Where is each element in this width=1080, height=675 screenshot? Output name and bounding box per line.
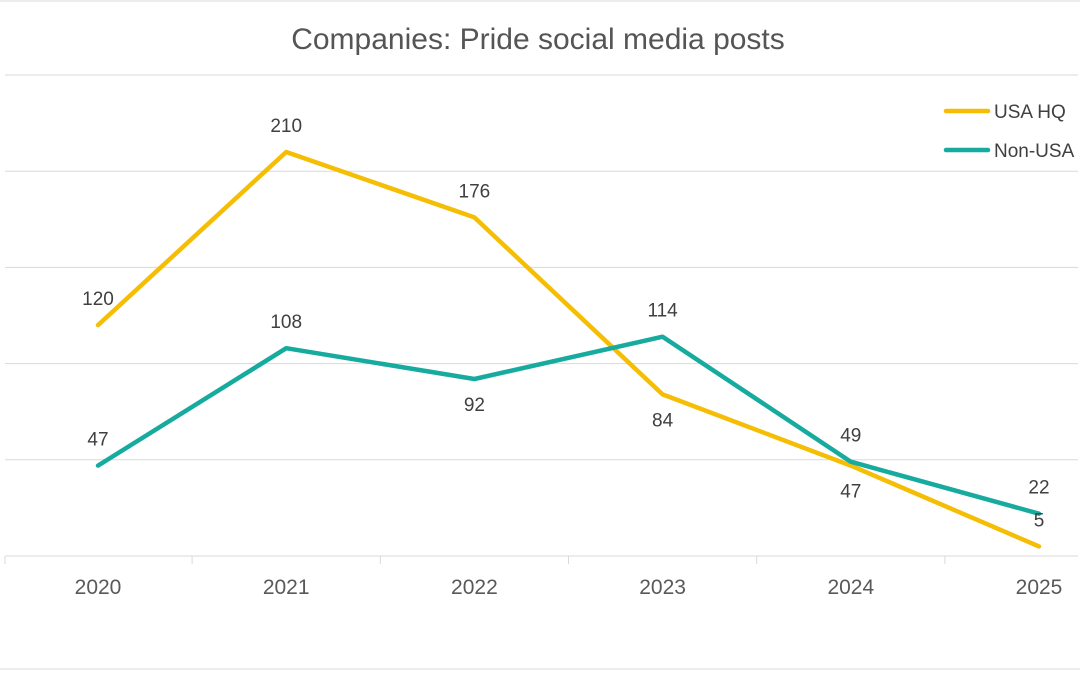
data-label: 92 (464, 395, 485, 416)
data-label: 120 (82, 289, 114, 310)
x-tick-label: 2020 (75, 576, 122, 599)
data-label: 210 (270, 116, 302, 137)
data-label: 176 (459, 181, 491, 202)
data-label: 5 (1034, 510, 1045, 531)
data-label: 22 (1028, 478, 1049, 499)
x-tick-label: 2025 (1016, 576, 1063, 599)
data-label: 108 (270, 312, 302, 333)
legend-label: USA HQ (994, 102, 1066, 123)
x-tick-label: 2021 (263, 576, 310, 599)
legend-label: Non-USA (994, 141, 1075, 162)
data-label: 114 (647, 301, 678, 322)
data-label: 49 (840, 426, 861, 447)
chart: Companies: Pride social media posts 2020… (0, 0, 1080, 675)
x-tick-label: 2022 (451, 576, 498, 599)
x-tick-label: 2024 (827, 576, 874, 599)
chart-title: Companies: Pride social media posts (291, 23, 785, 56)
chart-background (0, 0, 1080, 675)
data-label: 47 (840, 482, 861, 503)
x-tick-label: 2023 (639, 576, 686, 599)
data-label: 47 (87, 430, 108, 451)
data-label: 84 (652, 410, 674, 431)
